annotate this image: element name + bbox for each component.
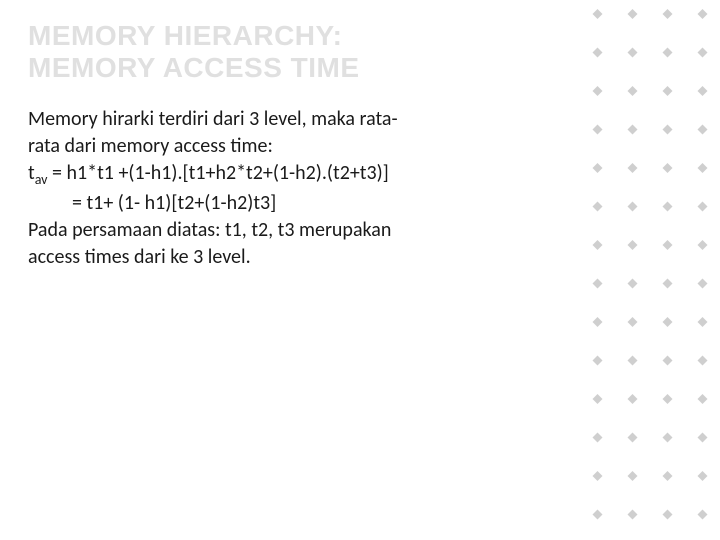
diamond-icon [628, 202, 638, 212]
diamond-icon [628, 279, 638, 289]
diamond-icon [698, 48, 708, 58]
diamond-icon [593, 279, 603, 289]
title-line-2: MEMORY ACCESS TIME [28, 52, 360, 83]
eq-subscript: av [35, 171, 48, 188]
diamond-icon [698, 125, 708, 135]
diamond-icon [698, 394, 708, 404]
diamond-icon [663, 163, 673, 173]
diamond-icon [698, 471, 708, 481]
diamond-icon [593, 86, 603, 96]
diamond-icon [593, 240, 603, 250]
diamond-icon [593, 317, 603, 327]
diamond-icon [593, 9, 603, 19]
diamond-icon [663, 433, 673, 443]
diamond-icon [593, 433, 603, 443]
diamond-icon [698, 240, 708, 250]
diamond-grid-svg [580, 0, 720, 540]
paragraph-line: rata dari memory access time: [28, 133, 560, 160]
slide-content: MEMORY HIERARCHY: MEMORY ACCESS TIME Mem… [0, 0, 580, 540]
diamond-icon [628, 240, 638, 250]
diamond-icon [698, 279, 708, 289]
diamond-icon [663, 510, 673, 520]
diamond-icon [628, 471, 638, 481]
diamond-icon [628, 394, 638, 404]
diamond-icon [628, 9, 638, 19]
diamond-icon [698, 202, 708, 212]
diamond-icon [663, 86, 673, 96]
diamond-icon [698, 317, 708, 327]
diamond-icon [663, 394, 673, 404]
diamond-icon [593, 510, 603, 520]
paragraph-line: Pada persamaan diatas: t1, t2, t3 merupa… [28, 217, 560, 244]
diamond-icon [593, 394, 603, 404]
diamond-icon [628, 433, 638, 443]
diamond-icon [593, 202, 603, 212]
title-line-1: MEMORY HIERARCHY: [28, 20, 342, 51]
paragraph-line: Memory hirarki terdiri dari 3 level, mak… [28, 106, 560, 133]
diamond-icon [628, 163, 638, 173]
slide-body: Memory hirarki terdiri dari 3 level, mak… [28, 106, 560, 271]
diamond-icon [698, 9, 708, 19]
diamond-icon [663, 125, 673, 135]
diamond-icon [628, 48, 638, 58]
diamond-icon [593, 356, 603, 366]
diamond-icon [698, 510, 708, 520]
diamond-icon [698, 356, 708, 366]
diamond-icon [663, 356, 673, 366]
diamond-icon [628, 317, 638, 327]
diamond-icon [698, 433, 708, 443]
diamond-icon [628, 125, 638, 135]
paragraph-line: access times dari ke 3 level. [28, 244, 560, 271]
diamond-icon [698, 86, 708, 96]
equation-line-1: tav = h1*t1 +(1-h1).[t1+h2*t2+(1-h2).(t2… [28, 160, 560, 190]
decorative-diamond-pattern [580, 0, 720, 540]
slide-title: MEMORY HIERARCHY: MEMORY ACCESS TIME [28, 20, 560, 84]
diamond-icon [663, 48, 673, 58]
diamond-icon [593, 163, 603, 173]
diamond-icon [593, 125, 603, 135]
diamond-icon [663, 240, 673, 250]
equation-line-2: = t1+ (1- h1)[t2+(1-h2)t3] [28, 190, 560, 217]
eq-var: t [28, 161, 35, 185]
diamond-icon [593, 471, 603, 481]
eq-rest: = h1*t1 +(1-h1).[t1+h2*t2+(1-h2).(t2+t3)… [48, 161, 389, 185]
diamond-icon [663, 317, 673, 327]
diamond-icon [593, 48, 603, 58]
diamond-icon [663, 471, 673, 481]
diamond-icon [663, 279, 673, 289]
diamond-icon [628, 86, 638, 96]
diamond-icon [663, 202, 673, 212]
diamond-icon [628, 510, 638, 520]
diamond-icon [663, 9, 673, 19]
diamond-icon [628, 356, 638, 366]
diamond-icon [698, 163, 708, 173]
